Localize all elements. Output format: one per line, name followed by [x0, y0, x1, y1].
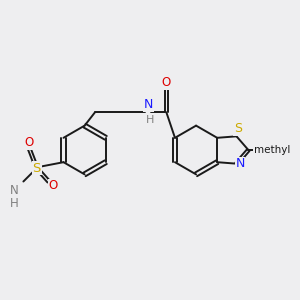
Text: O: O: [25, 136, 34, 149]
Text: N: N: [144, 98, 153, 111]
Text: N: N: [236, 157, 245, 170]
Text: methyl: methyl: [254, 145, 290, 155]
Text: S: S: [33, 162, 41, 175]
Text: O: O: [162, 76, 171, 89]
Text: H: H: [146, 115, 154, 125]
Text: S: S: [234, 122, 242, 135]
Text: O: O: [49, 179, 58, 193]
Text: H: H: [10, 197, 19, 210]
Text: N: N: [10, 184, 19, 197]
